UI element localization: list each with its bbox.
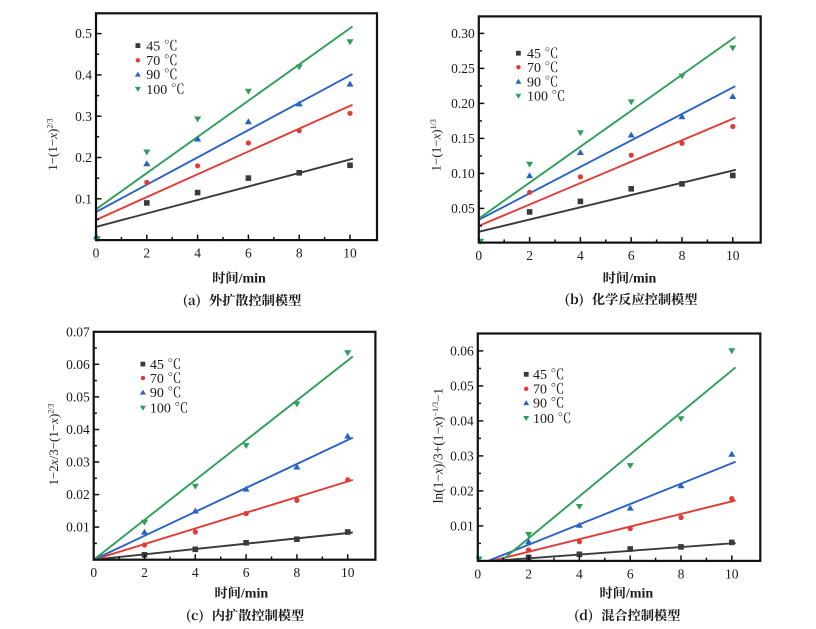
- svg-text:8: 8: [296, 246, 303, 261]
- svg-text:6: 6: [243, 565, 250, 580]
- svg-text:45: 45: [150, 358, 167, 373]
- svg-text:/min: /min: [628, 272, 656, 287]
- svg-text:2: 2: [525, 566, 532, 581]
- svg-text:2: 2: [143, 246, 150, 261]
- svg-text:0: 0: [93, 246, 100, 261]
- svg-text:0.02: 0.02: [66, 487, 90, 502]
- svg-text:100: 100: [146, 83, 170, 98]
- svg-text:0.3: 0.3: [75, 109, 92, 124]
- svg-text:10: 10: [341, 565, 355, 580]
- svg-text:0.20: 0.20: [451, 96, 475, 111]
- svg-text:70: 70: [527, 61, 544, 76]
- svg-text:2: 2: [141, 565, 148, 580]
- svg-text:8: 8: [679, 248, 686, 263]
- svg-text:0.30: 0.30: [451, 26, 475, 41]
- svg-text:ln(1−x)/3+(1−x)−1/3−1: ln(1−x)/3+(1−x)−1/3−1: [431, 388, 446, 503]
- svg-text:90: 90: [150, 386, 167, 401]
- svg-text:0.01: 0.01: [450, 519, 474, 534]
- svg-text:0.15: 0.15: [451, 131, 475, 146]
- svg-text:0.4: 0.4: [75, 68, 92, 83]
- svg-text:0.05: 0.05: [451, 201, 475, 216]
- svg-text:0.05: 0.05: [66, 390, 90, 405]
- svg-text:4: 4: [576, 566, 583, 581]
- svg-text:10: 10: [343, 246, 357, 261]
- svg-text:0.01: 0.01: [66, 520, 90, 535]
- svg-text:0.05: 0.05: [450, 379, 474, 394]
- svg-text:4: 4: [577, 248, 584, 263]
- svg-text:45: 45: [146, 39, 163, 54]
- svg-text:0.07: 0.07: [66, 324, 90, 339]
- svg-text:8: 8: [294, 565, 301, 580]
- svg-text:0.06: 0.06: [66, 357, 90, 372]
- svg-text:70: 70: [150, 372, 167, 387]
- svg-text:90: 90: [146, 68, 163, 83]
- svg-text:10: 10: [726, 248, 740, 263]
- svg-text:4: 4: [192, 565, 199, 580]
- svg-text:8: 8: [678, 566, 685, 581]
- svg-text:90: 90: [533, 397, 550, 412]
- svg-text:0: 0: [475, 248, 482, 263]
- svg-text:0.03: 0.03: [450, 449, 474, 464]
- svg-text:0.5: 0.5: [75, 26, 92, 41]
- svg-text:1−(1−x)2/3: 1−(1−x)2/3: [45, 118, 60, 170]
- svg-text:0.1: 0.1: [75, 191, 92, 206]
- svg-text:6: 6: [245, 246, 252, 261]
- svg-text:70: 70: [146, 54, 163, 69]
- svg-text:0: 0: [474, 566, 481, 581]
- svg-text:4: 4: [194, 246, 201, 261]
- svg-text:45: 45: [533, 368, 550, 383]
- svg-text:0.2: 0.2: [75, 150, 92, 165]
- svg-text:6: 6: [628, 248, 635, 263]
- svg-text:0.03: 0.03: [66, 455, 90, 470]
- svg-text:100: 100: [527, 90, 551, 105]
- svg-text:2: 2: [526, 248, 533, 263]
- svg-text:0.25: 0.25: [451, 61, 475, 76]
- svg-text:90: 90: [527, 75, 544, 90]
- svg-text:/min: /min: [238, 272, 266, 287]
- svg-text:0.06: 0.06: [450, 344, 474, 359]
- svg-text:/min: /min: [240, 587, 268, 602]
- svg-text:100: 100: [150, 402, 174, 417]
- svg-text:0.04: 0.04: [450, 414, 474, 429]
- svg-text:70: 70: [533, 383, 550, 398]
- svg-text:1−2x/3−(1−x)2/3: 1−2x/3−(1−x)2/3: [46, 403, 61, 485]
- svg-text:6: 6: [627, 566, 634, 581]
- svg-text:10: 10: [725, 566, 739, 581]
- svg-text:100: 100: [533, 412, 557, 427]
- svg-text:0.02: 0.02: [450, 484, 474, 499]
- svg-text:/min: /min: [625, 587, 653, 602]
- svg-text:45: 45: [527, 47, 544, 62]
- svg-text:1−(1−x)1/3: 1−(1−x)1/3: [429, 119, 444, 171]
- svg-text:0: 0: [90, 565, 97, 580]
- svg-text:0.10: 0.10: [451, 166, 475, 181]
- svg-text:0.04: 0.04: [66, 422, 90, 437]
